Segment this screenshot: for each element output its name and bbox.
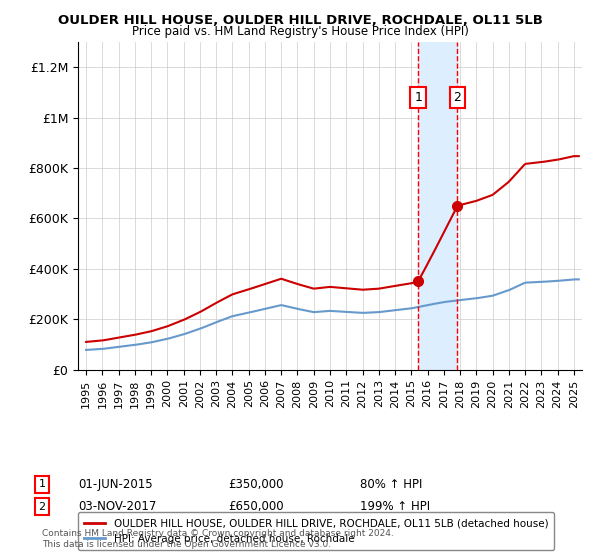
Text: 2: 2 [38, 502, 46, 512]
Text: 1: 1 [414, 91, 422, 104]
Text: Price paid vs. HM Land Registry's House Price Index (HPI): Price paid vs. HM Land Registry's House … [131, 25, 469, 38]
Legend: OULDER HILL HOUSE, OULDER HILL DRIVE, ROCHDALE, OL11 5LB (detached house), HPI: : OULDER HILL HOUSE, OULDER HILL DRIVE, RO… [78, 512, 554, 550]
Text: 1: 1 [38, 479, 46, 489]
Text: Contains HM Land Registry data © Crown copyright and database right 2024.
This d: Contains HM Land Registry data © Crown c… [42, 529, 394, 549]
Text: 199% ↑ HPI: 199% ↑ HPI [360, 500, 430, 514]
Bar [418, 42, 457, 370]
Text: 2: 2 [454, 91, 461, 104]
Text: 03-NOV-2017: 03-NOV-2017 [78, 500, 157, 514]
Text: £650,000: £650,000 [228, 500, 284, 514]
Text: 01-JUN-2015: 01-JUN-2015 [78, 478, 152, 491]
Text: 80% ↑ HPI: 80% ↑ HPI [360, 478, 422, 491]
Text: OULDER HILL HOUSE, OULDER HILL DRIVE, ROCHDALE, OL11 5LB: OULDER HILL HOUSE, OULDER HILL DRIVE, RO… [58, 14, 542, 27]
Text: £350,000: £350,000 [228, 478, 284, 491]
